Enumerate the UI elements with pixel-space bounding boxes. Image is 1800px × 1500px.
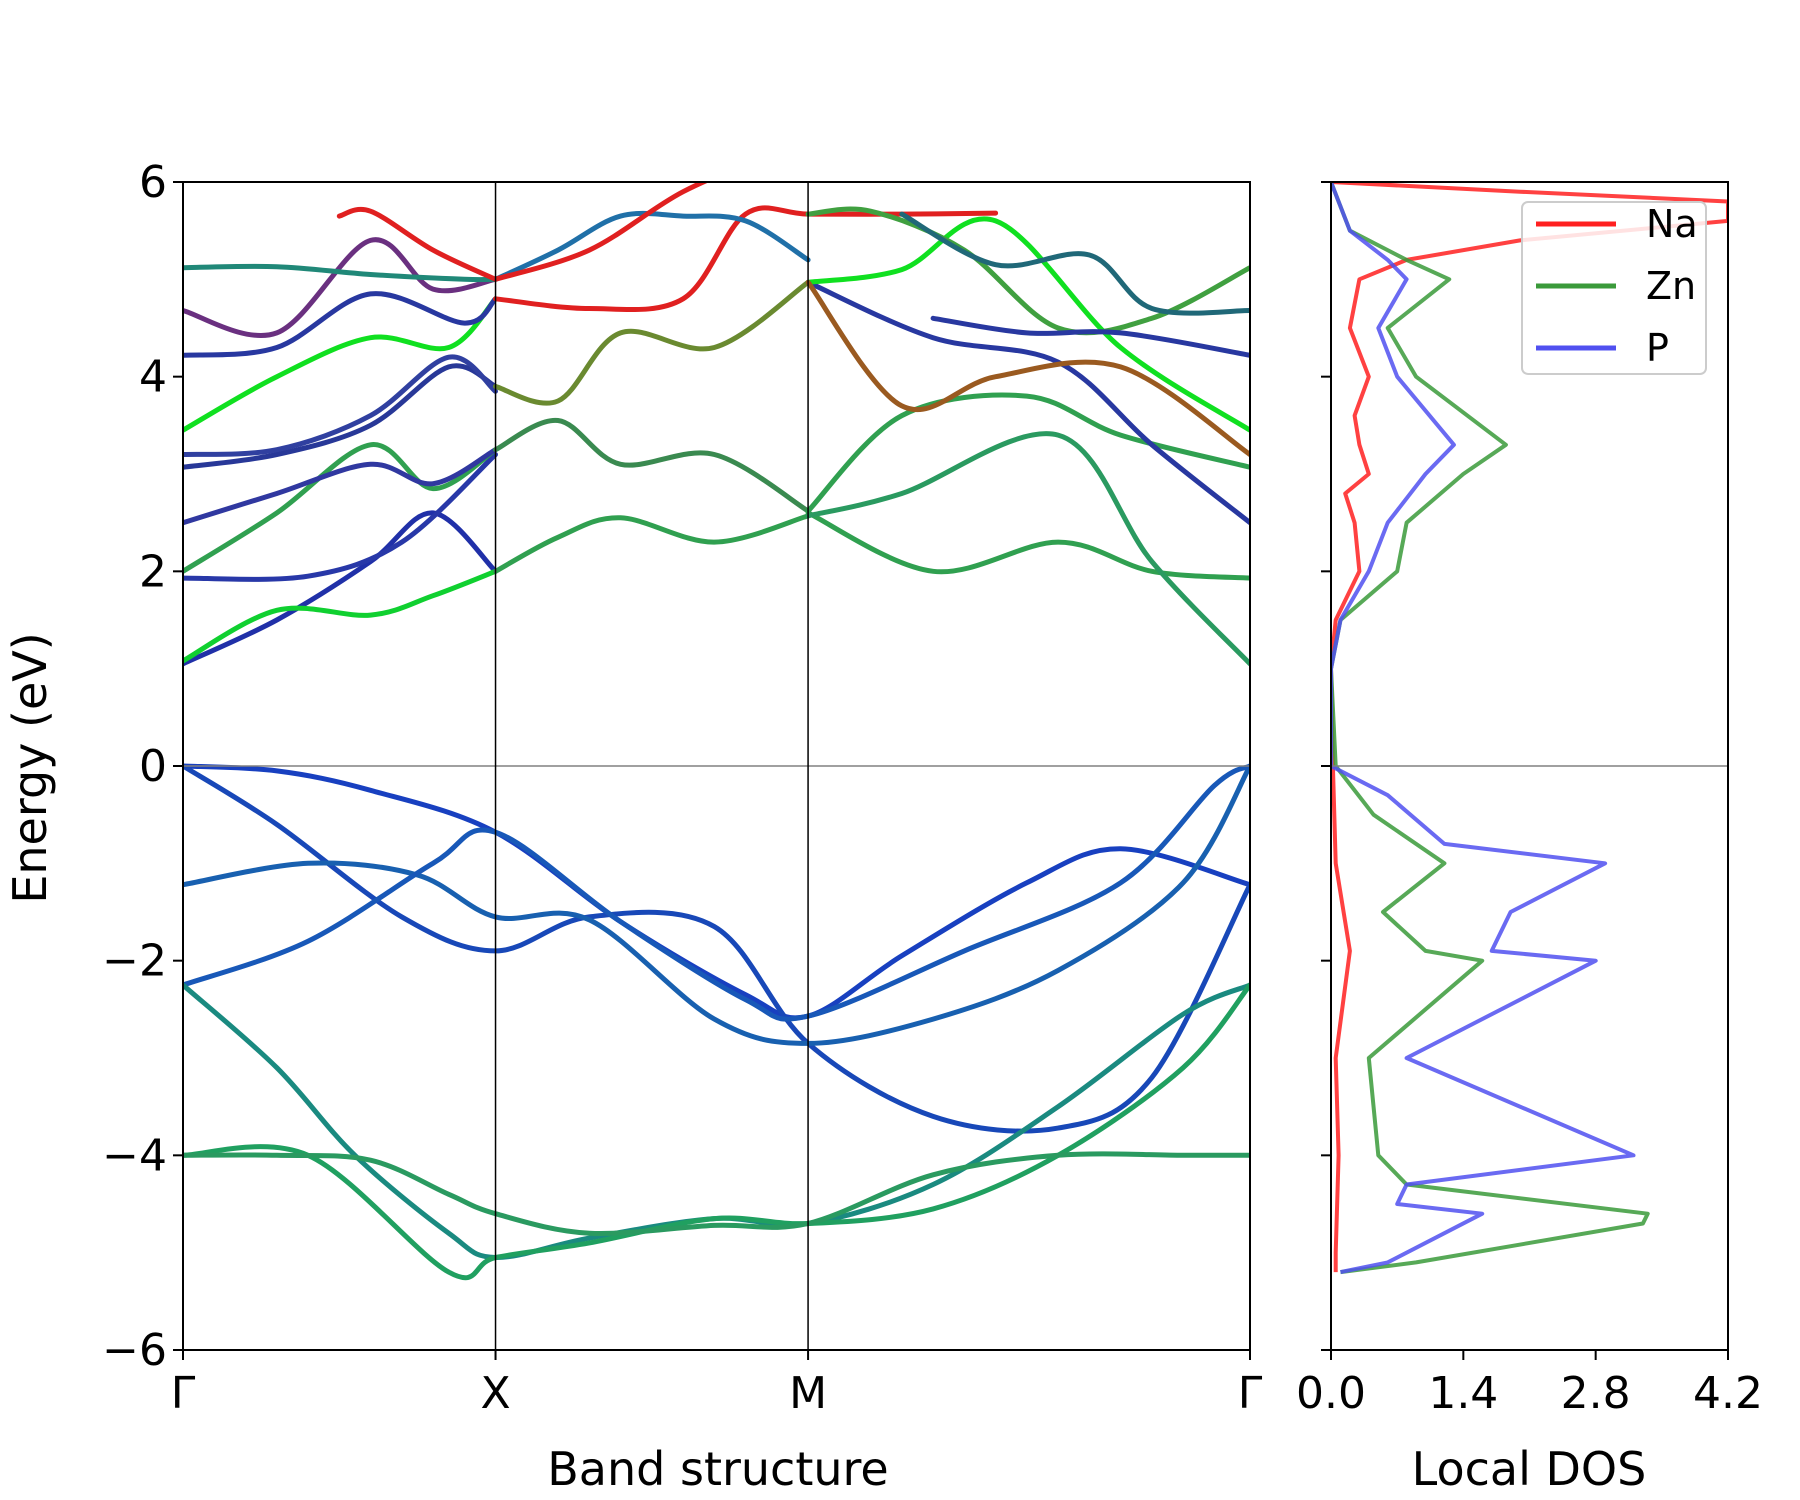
dos-axes: 0.0 1.4 2.8 4.2 [1296, 181, 1763, 1419]
band-line [183, 354, 498, 457]
y-tick-label: 4 [139, 352, 167, 403]
y-tick-label: −2 [102, 936, 167, 987]
x-tick-label: X [480, 1368, 510, 1419]
band-line [183, 1151, 1250, 1236]
y-tick-label: 6 [139, 157, 167, 208]
legend-label: Zn [1646, 264, 1696, 308]
dos-xlabel: Local DOS [1412, 1442, 1647, 1496]
band-line [183, 763, 1250, 1134]
band-ylabel: Energy (eV) [3, 632, 57, 903]
band-line [183, 263, 498, 283]
legend-label: P [1646, 326, 1669, 370]
band-structure-panel: Γ X M Γ 6 4 2 0 −2 −4 −6 Energy (eV) Band structur… [3, 157, 1263, 1496]
band-line [183, 291, 498, 358]
band-xlabel: Band structure [547, 1442, 888, 1496]
band-line [183, 763, 1250, 1022]
band-line [183, 452, 498, 582]
band-line [183, 237, 498, 338]
y-tick-label: 0 [139, 741, 167, 792]
dos-x-tick-label: 1.4 [1428, 1368, 1498, 1419]
band-lines [183, 182, 1250, 1281]
band-line [183, 447, 498, 526]
band-line [493, 182, 710, 282]
band-line [930, 315, 1250, 358]
dos-x-tick-label: 0.0 [1296, 1368, 1366, 1419]
band-line [183, 363, 498, 470]
band-line [493, 279, 811, 406]
y-tick-label: −4 [102, 1130, 167, 1181]
band-line [493, 417, 811, 514]
band-line [805, 510, 1250, 581]
band-line [899, 211, 1250, 316]
dos-x-tick-label: 4.2 [1693, 1368, 1763, 1419]
dos-x-tick-label: 2.8 [1561, 1368, 1631, 1419]
dos-legend: Na Zn P [1521, 201, 1707, 375]
band-line [183, 763, 1250, 1046]
y-tick-label: −6 [102, 1325, 167, 1376]
band-line [336, 206, 498, 282]
band-line [183, 763, 1250, 1021]
x-tick-label: Γ [171, 1368, 196, 1419]
band-line [183, 296, 498, 433]
band-line [493, 513, 811, 574]
band-line [805, 216, 1250, 433]
y-tick-label: 2 [139, 546, 167, 597]
band-line [805, 279, 1250, 457]
x-tick-label: M [789, 1368, 827, 1419]
legend-label: Na [1646, 202, 1698, 246]
band-line [183, 982, 1250, 1281]
band-line [183, 442, 498, 574]
band-line [183, 568, 498, 664]
band-line [805, 392, 1250, 514]
band-axes: Γ X M Γ 6 4 2 0 −2 −4 −6 [102, 157, 1263, 1419]
band-line [805, 431, 1250, 667]
dos-panel: 0.0 1.4 2.8 4.2 Local DOS Na Zn P [1296, 181, 1763, 1496]
x-tick-label: Γ [1238, 1368, 1263, 1419]
dos-line-p [1331, 182, 1636, 1275]
